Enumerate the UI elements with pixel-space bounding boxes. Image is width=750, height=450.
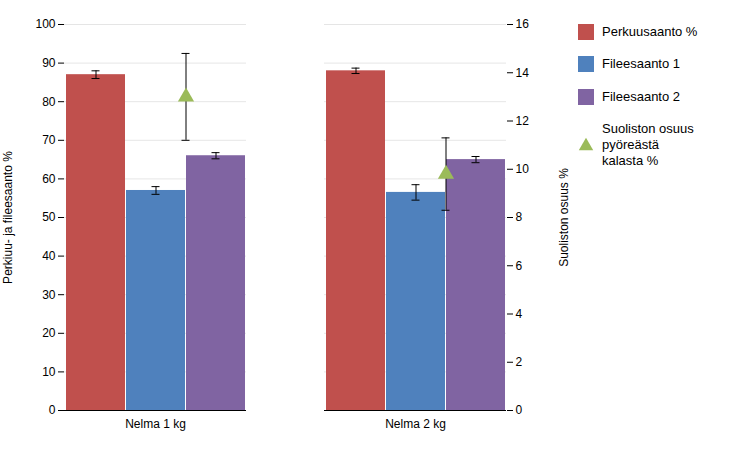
svg-text:70: 70 (42, 133, 56, 147)
svg-text:40: 40 (42, 249, 56, 263)
svg-text:6: 6 (516, 259, 523, 273)
svg-text:2: 2 (516, 355, 523, 369)
svg-text:30: 30 (42, 288, 56, 302)
svg-text:4: 4 (516, 307, 523, 321)
html-text:Perkuusaanto %: Perkuusaanto % (602, 24, 698, 39)
svg-text:14: 14 (516, 66, 530, 80)
svg-text:0: 0 (49, 403, 56, 417)
html-text:Fileesaanto 2: Fileesaanto 2 (602, 88, 681, 104)
svg-text:50: 50 (42, 210, 56, 224)
svg-text:100: 100 (35, 17, 55, 31)
svg-text:Suoliston osuus %: Suoliston osuus % (557, 168, 571, 267)
svg-text:80: 80 (42, 95, 56, 109)
svg-text:16: 16 (516, 17, 530, 31)
svg-text:20: 20 (42, 326, 56, 340)
svg-text:0: 0 (516, 403, 523, 417)
svg-text:10: 10 (516, 162, 530, 176)
svg-text:Nelma 2 kg: Nelma 2 kg (385, 417, 446, 431)
svg-text:90: 90 (42, 56, 56, 70)
svg-text:60: 60 (42, 172, 56, 186)
svg-text:Nelma 1 kg: Nelma 1 kg (125, 417, 186, 431)
html-text:Suoliston osuus pyöreästä kala: Suoliston osuus pyöreästä kalasta % (602, 120, 694, 169)
svg-text:Perkiuu- ja fileesaanto %: Perkiuu- ja fileesaanto % (1, 151, 15, 284)
svg-text:10: 10 (42, 365, 56, 379)
svg-text:12: 12 (516, 114, 530, 128)
html-text:Fileesaanto 1: Fileesaanto 1 (602, 56, 681, 72)
svg-text:8: 8 (516, 210, 523, 224)
